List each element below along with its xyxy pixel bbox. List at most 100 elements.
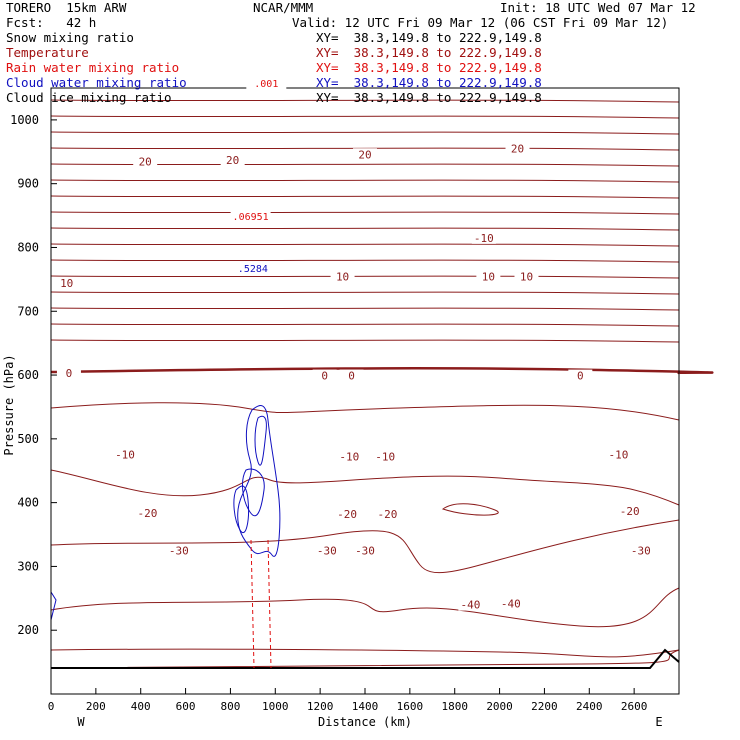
isotherm-5 — [50, 179, 680, 183]
valid-time: Valid: 12 UTC Fri 09 Mar 12 (06 CST Fri … — [292, 15, 669, 30]
y-tick-label: 900 — [17, 177, 39, 191]
moisture-label-bg — [246, 77, 287, 90]
y-tick-label: 1000 — [10, 113, 39, 127]
isotherm-13 — [50, 307, 680, 311]
temperature-label-21: 10 — [520, 271, 533, 284]
legend-rain-xy: XY= 38.3,149.8 to 222.9,149.8 — [316, 60, 542, 75]
temperature-label-bg — [133, 155, 158, 168]
isotherm-low-1 — [50, 402, 680, 421]
temperature-label-14: 0 — [66, 367, 73, 380]
temperature-label-bg — [628, 544, 653, 557]
model-title: TORERO 15km ARW — [6, 0, 127, 15]
temperature-label-bg — [505, 142, 530, 155]
isotherm-3 — [50, 147, 680, 151]
y-tick-label: 200 — [17, 623, 39, 637]
temperature-contour-labels: -40 -40 -30 -30 -30 -30 -20 -20 -20 -20 -10 -10 -10 -… — [54, 142, 653, 612]
x-tick-label: 1600 — [397, 700, 424, 713]
legend-cloud-water-xy: XY= 38.3,149.8 to 222.9,149.8 — [316, 75, 542, 90]
isotherm-low-4 — [50, 587, 680, 628]
temperature-label-bg — [113, 448, 138, 461]
x-left-endpoint: W — [77, 715, 85, 729]
init-time: Init: 18 UTC Wed 07 Mar 12 — [500, 0, 696, 15]
temperature-label-23: 20 — [139, 155, 152, 168]
cloud-water-contour-2 — [242, 468, 265, 517]
temperature-label-bg — [458, 598, 483, 611]
forecast-hour: Fcst: 42 h — [6, 15, 97, 30]
x-axis-label: Distance (km) — [318, 715, 412, 729]
isotherm-8 — [50, 227, 680, 231]
moisture-contour-labels: .5284 .06951 .001 — [230, 77, 287, 275]
x-tick-label: 2200 — [531, 700, 558, 713]
isotherm-low-5 — [50, 648, 680, 658]
temperature-label-bg — [514, 270, 539, 283]
moisture-label-bg — [232, 262, 273, 275]
y-tick-label: 600 — [17, 368, 39, 382]
temperature-label-3: -30 — [317, 544, 337, 557]
y-tick-label: 700 — [17, 304, 39, 318]
x-right-endpoint: E — [655, 715, 662, 729]
temperature-contours — [50, 99, 714, 669]
temperature-label-2: -30 — [169, 544, 189, 557]
temperature-label-16: 0 — [348, 370, 355, 383]
temperature-label-bg — [337, 450, 362, 463]
isotherm-closed-cell — [441, 503, 499, 516]
x-tick-label: 400 — [131, 700, 151, 713]
isotherm-1 — [50, 115, 680, 119]
isotherm-15 — [50, 339, 680, 343]
isotherm-14 — [50, 323, 680, 327]
temperature-label-bg — [135, 506, 160, 519]
x-tick-label: 0 — [48, 700, 55, 713]
temperature-label-11: -10 — [339, 451, 359, 464]
temperature-label-bg — [617, 504, 642, 517]
legend-snow-xy: XY= 38.3,149.8 to 222.9,149.8 — [316, 30, 542, 45]
cloud-water-contour-0 — [237, 405, 281, 557]
temperature-label-1: -40 — [501, 597, 521, 610]
x-tick-label: 1800 — [441, 700, 468, 713]
isotherm-low-2 — [50, 469, 680, 506]
temperature-label-bg — [330, 270, 355, 283]
moisture-label-bg — [230, 209, 271, 222]
cloud-water-contour-4 — [50, 591, 57, 621]
x-tick-label: 600 — [176, 700, 196, 713]
isotherm-6 — [50, 195, 680, 199]
temperature-label-20: 10 — [482, 271, 495, 284]
cloud-water-contour-3 — [233, 485, 249, 533]
temperature-label-25: 20 — [358, 148, 371, 161]
x-tick-label: 2400 — [576, 700, 603, 713]
x-tick-label: 1400 — [352, 700, 379, 713]
temperature-label-24: 20 — [226, 154, 239, 167]
cloud-water-contour-1 — [254, 415, 267, 466]
isotherm-9 — [50, 243, 680, 247]
temperature-label-15: 0 — [321, 370, 328, 383]
temperature-label-18: 10 — [60, 277, 73, 290]
rain-contour-0 — [250, 539, 255, 669]
isotherm-2 — [50, 131, 680, 135]
moisture-label-1: .06951 — [233, 212, 269, 223]
x-tick-label: 1200 — [307, 700, 334, 713]
x-tick-label: 800 — [220, 700, 240, 713]
legend-snow-label: Snow mixing ratio — [6, 30, 134, 45]
temperature-label-12: -10 — [375, 451, 395, 464]
center-label: NCAR/MMM — [253, 0, 314, 15]
x-tick-label: 1000 — [262, 700, 289, 713]
temperature-label-5: -30 — [631, 544, 651, 557]
temperature-label-bg — [353, 544, 377, 557]
rain-contour-1 — [267, 539, 272, 669]
temperature-label-bg — [606, 448, 631, 461]
legend-temperature-xy: XY= 38.3,149.8 to 222.9,149.8 — [316, 45, 542, 60]
temperature-label-bg — [166, 544, 191, 557]
temperature-label-bg — [476, 270, 501, 283]
isotherm-12 — [50, 291, 680, 295]
x-axis-ticks: 0 200 400 600 800 1000 1200 1400 1600 1800 2000 220… — [48, 688, 647, 713]
x-tick-label: 200 — [86, 700, 106, 713]
temperature-label-bg — [220, 153, 245, 166]
isotherm-10 — [50, 259, 680, 263]
temperature-label-22: -10 — [474, 232, 494, 245]
temperature-label-bg — [373, 450, 398, 463]
legend-cloud-ice-label: Cloud ice mixing ratio — [6, 90, 172, 105]
isotherm-low-6 — [50, 649, 680, 669]
temperature-label-7: -20 — [337, 508, 357, 521]
freezing-level-contour — [50, 367, 714, 375]
temperature-label-17: 0 — [577, 370, 584, 383]
